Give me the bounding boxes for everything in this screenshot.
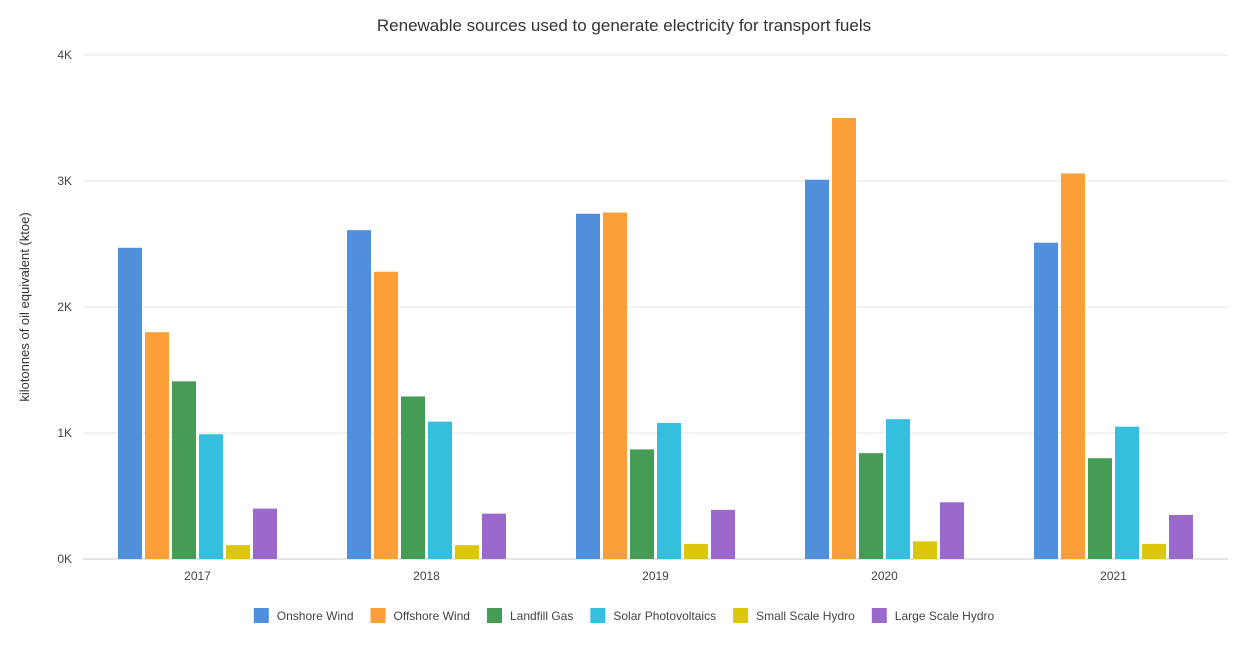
bar-group-2021: Onshore Wind 2021: 2510Offshore Wind 202…	[1034, 173, 1193, 560]
bar-landfill-gas-2018[interactable]: Landfill Gas 2018: 1290	[401, 396, 425, 559]
legend-label: Large Scale Hydro	[895, 609, 995, 623]
bar-large-scale-hydro-2017[interactable]: Large Scale Hydro 2017: 400	[253, 508, 277, 559]
bar-onshore-wind-2017[interactable]: Onshore Wind 2017: 2470	[118, 247, 142, 559]
bar-offshore-wind-2020[interactable]: Offshore Wind 2020: 3500	[832, 118, 856, 559]
legend-item-large-scale-hydro[interactable]: Large Scale Hydro	[871, 608, 995, 623]
bar-onshore-wind-2018[interactable]: Onshore Wind 2018: 2610	[347, 230, 371, 559]
x-tick-label: 2021	[1100, 569, 1127, 583]
bars: Onshore Wind 2017: 2470Offshore Wind 201…	[118, 118, 1193, 560]
x-tick-label: 2017	[184, 569, 211, 583]
bar-solar-photovoltaics-2021[interactable]: Solar Photovoltaics 2021: 1050	[1115, 426, 1139, 559]
x-tick-label: 2018	[413, 569, 440, 583]
legend-swatch	[486, 608, 502, 623]
legend-item-onshore-wind[interactable]: Onshore Wind	[253, 608, 354, 623]
legend-swatch	[871, 608, 887, 623]
bar-small-scale-hydro-2019[interactable]: Small Scale Hydro 2019: 120	[684, 543, 708, 559]
legend-swatch	[253, 608, 269, 623]
legend-item-small-scale-hydro[interactable]: Small Scale Hydro	[733, 608, 855, 623]
bar-large-scale-hydro-2019[interactable]: Large Scale Hydro 2019: 390	[711, 509, 735, 559]
legend-label: Onshore Wind	[277, 609, 354, 623]
bar-large-scale-hydro-2021[interactable]: Large Scale Hydro 2021: 350	[1169, 514, 1193, 559]
bar-small-scale-hydro-2021[interactable]: Small Scale Hydro 2021: 120	[1142, 543, 1166, 559]
x-axis-ticks: 2017 2018 2019 2020 2021	[184, 569, 1127, 583]
legend-item-solar-photovoltaics[interactable]: Solar Photovoltaics	[590, 608, 716, 623]
bar-small-scale-hydro-2020[interactable]: Small Scale Hydro 2020: 140	[913, 541, 937, 559]
legend-item-offshore-wind[interactable]: Offshore Wind	[370, 608, 470, 623]
y-tick-label: 3K	[57, 174, 72, 188]
legend-label: Landfill Gas	[510, 609, 573, 623]
y-tick-label: 1K	[57, 426, 72, 440]
bar-onshore-wind-2019[interactable]: Onshore Wind 2019: 2740	[576, 213, 600, 559]
legend-swatch	[370, 608, 386, 623]
x-tick-label: 2019	[642, 569, 669, 583]
legend: Onshore Wind Offshore Wind Landfill Gas Sol…	[253, 608, 995, 623]
bar-landfill-gas-2021[interactable]: Landfill Gas 2021: 800	[1088, 458, 1112, 559]
bar-large-scale-hydro-2020[interactable]: Large Scale Hydro 2020: 450	[940, 502, 964, 559]
bar-offshore-wind-2018[interactable]: Offshore Wind 2018: 2280	[374, 271, 398, 559]
x-tick-label: 2020	[871, 569, 898, 583]
legend-swatch	[590, 608, 606, 623]
legend-swatch	[733, 608, 749, 623]
bar-solar-photovoltaics-2019[interactable]: Solar Photovoltaics 2019: 1080	[657, 422, 681, 559]
legend-item-landfill-gas[interactable]: Landfill Gas	[486, 608, 573, 623]
bar-onshore-wind-2020[interactable]: Onshore Wind 2020: 3010	[805, 179, 829, 560]
bar-landfill-gas-2017[interactable]: Landfill Gas 2017: 1410	[172, 381, 196, 559]
bar-solar-photovoltaics-2018[interactable]: Solar Photovoltaics 2018: 1090	[428, 421, 452, 559]
bar-offshore-wind-2021[interactable]: Offshore Wind 2021: 3060	[1061, 173, 1085, 559]
y-tick-label: 2K	[57, 300, 72, 314]
bar-group-2018: Onshore Wind 2018: 2610Offshore Wind 201…	[347, 230, 506, 559]
bar-large-scale-hydro-2018[interactable]: Large Scale Hydro 2018: 360	[482, 513, 506, 559]
legend-label: Solar Photovoltaics	[613, 609, 716, 623]
y-axis-ticks: 0K 1K 2K 3K 4K	[57, 48, 72, 566]
bar-onshore-wind-2021[interactable]: Onshore Wind 2021: 2510	[1034, 242, 1058, 560]
bar-solar-photovoltaics-2020[interactable]: Solar Photovoltaics 2020: 1110	[886, 419, 910, 559]
bar-small-scale-hydro-2017[interactable]: Small Scale Hydro 2017: 110	[226, 545, 250, 559]
bar-solar-photovoltaics-2017[interactable]: Solar Photovoltaics 2017: 990	[199, 434, 223, 559]
bar-offshore-wind-2019[interactable]: Offshore Wind 2019: 2750	[603, 212, 627, 560]
bar-landfill-gas-2019[interactable]: Landfill Gas 2019: 870	[630, 449, 654, 559]
y-tick-label: 4K	[57, 48, 72, 62]
y-tick-label: 0K	[57, 552, 72, 566]
chart-title: Renewable sources used to generate elect…	[377, 16, 871, 35]
bar-group-2020: Onshore Wind 2020: 3010Offshore Wind 202…	[805, 118, 964, 560]
bar-offshore-wind-2017[interactable]: Offshore Wind 2017: 1800	[145, 332, 169, 559]
bar-landfill-gas-2020[interactable]: Landfill Gas 2020: 840	[859, 453, 883, 559]
y-axis-label: kilotonnes of oil equivalent (ktoe)	[17, 212, 32, 401]
bar-small-scale-hydro-2018[interactable]: Small Scale Hydro 2018: 110	[455, 545, 479, 559]
legend-label: Small Scale Hydro	[756, 609, 855, 623]
legend-label: Offshore Wind	[394, 609, 470, 623]
bar-group-2019: Onshore Wind 2019: 2740Offshore Wind 201…	[576, 212, 735, 560]
bar-group-2017: Onshore Wind 2017: 2470Offshore Wind 201…	[118, 247, 277, 559]
